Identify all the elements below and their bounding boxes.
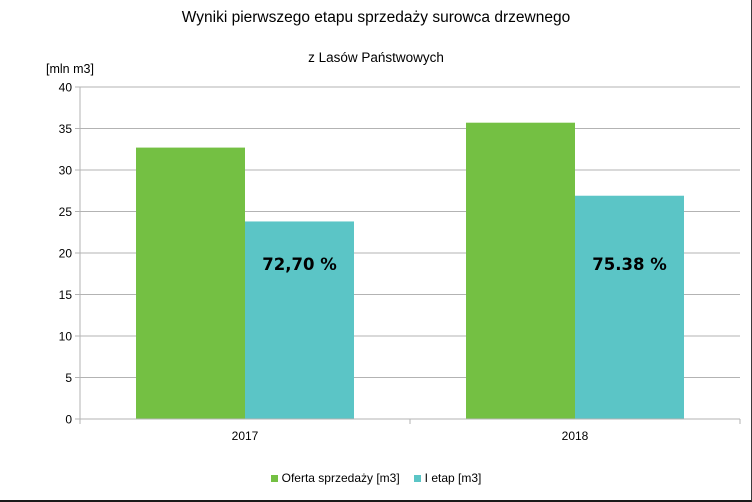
chart-title: Wyniki pierwszego etapu sprzedaży surowc…	[181, 9, 571, 26]
bar-oferta-2017	[136, 147, 245, 419]
y-tick-label: 10	[59, 330, 73, 344]
bar-etap-2017	[245, 221, 354, 419]
x-tick-label: 2018	[562, 429, 589, 443]
y-tick-label: 15	[59, 288, 73, 302]
y-tick-label: 35	[59, 122, 73, 136]
y-tick-label: 30	[59, 164, 73, 178]
legend-item-oferta: Oferta sprzedaży [m3]	[270, 471, 400, 485]
legend-swatch-oferta	[270, 474, 278, 482]
y-axis-label: [mln m3]	[46, 62, 94, 76]
data-label-annotation: 75.38 %	[592, 255, 667, 274]
legend-swatch-etap	[413, 474, 421, 482]
data-label-annotation: 72,70 %	[262, 255, 337, 274]
legend-label-oferta: Oferta sprzedaży [m3]	[281, 471, 400, 485]
y-tick-label: 0	[65, 413, 72, 427]
bar-etap-2018	[575, 195, 684, 419]
legend: Oferta sprzedaży [m3] I etap [m3]	[0, 471, 752, 485]
x-tick-label: 2017	[232, 429, 259, 443]
y-tick-label: 40	[59, 81, 73, 95]
legend-item-etap: I etap [m3]	[413, 471, 482, 485]
bar-oferta-2018	[466, 122, 575, 419]
chart-subtitle: z Lasów Państwowych	[308, 50, 444, 65]
y-tick-label: 25	[59, 205, 73, 219]
y-tick-label: 20	[59, 247, 73, 261]
y-tick-label: 5	[65, 371, 72, 385]
legend-label-etap: I etap [m3]	[424, 471, 482, 485]
